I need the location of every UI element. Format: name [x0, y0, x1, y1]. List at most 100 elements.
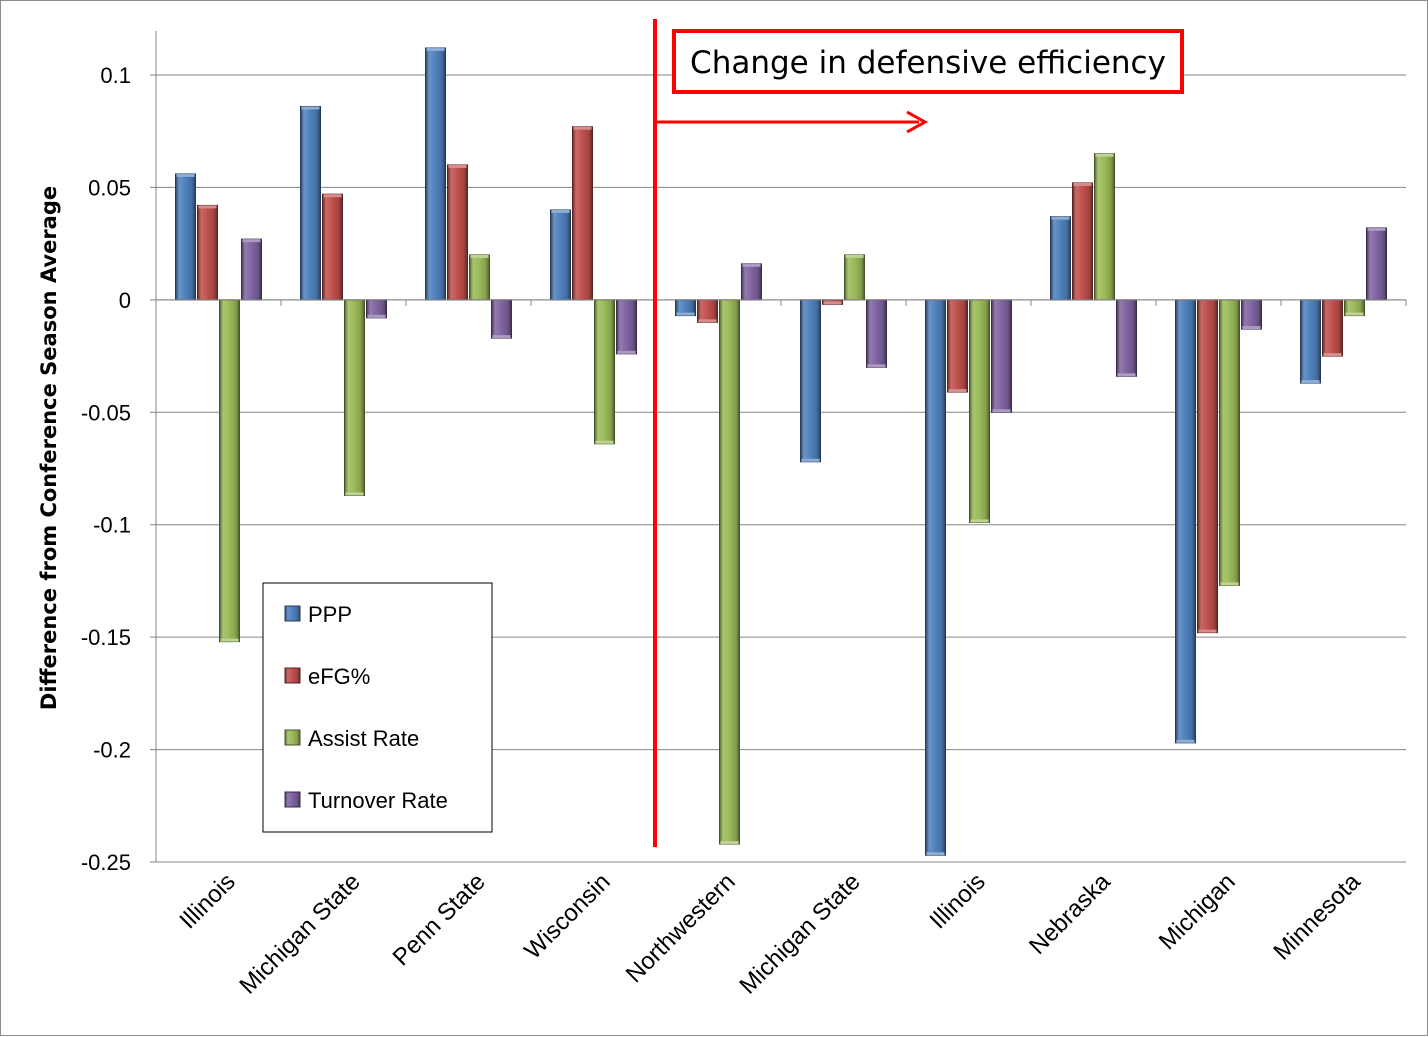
x-category-label: Illinois — [924, 868, 990, 934]
bar-cap — [1301, 380, 1320, 384]
bar-turnover-rate — [1366, 227, 1387, 301]
legend-swatch — [284, 791, 301, 808]
bar-cap — [492, 335, 511, 339]
bar-ppp — [425, 47, 446, 301]
bar-assist-rate — [469, 254, 490, 301]
bar-cap — [970, 519, 989, 523]
bar-efg- — [572, 126, 593, 301]
bar-cap — [698, 319, 717, 323]
bar-turnover-rate — [491, 299, 512, 339]
bar-cap — [867, 364, 886, 368]
x-category-label: Illinois — [174, 868, 240, 934]
legend-label: PPP — [308, 602, 352, 627]
arrow-head-icon — [906, 110, 929, 134]
bar-assist-rate — [844, 254, 865, 301]
y-tick-label: -0.15 — [81, 625, 131, 650]
bar-cap — [551, 209, 570, 213]
y-tick-label: -0.1 — [93, 513, 131, 538]
bar-cap — [323, 194, 342, 198]
x-category-label: Michigan State — [234, 868, 365, 999]
bar-efg- — [1322, 299, 1343, 357]
bar-cap — [1073, 182, 1092, 186]
annotation-text: Change in defensive efficiency — [690, 45, 1166, 81]
bar-efg- — [1072, 182, 1093, 301]
bar-cap — [742, 263, 761, 267]
bar-cap — [801, 458, 820, 462]
x-category-label: Michigan — [1154, 868, 1241, 955]
y-tick-label: 0 — [119, 288, 131, 313]
bar-cap — [367, 314, 386, 318]
legend-label: Turnover Rate — [308, 788, 448, 813]
bar-efg- — [447, 164, 468, 301]
bar-cap — [595, 440, 614, 444]
bar-cap — [1242, 326, 1261, 330]
bar-efg- — [322, 193, 343, 301]
bar-ppp — [925, 299, 946, 856]
bar-assist-rate — [719, 299, 740, 845]
bar-turnover-rate — [1241, 299, 1262, 330]
legend-swatch — [284, 729, 301, 746]
y-axis-title: Difference from Conference Season Averag… — [37, 186, 61, 710]
x-category-label: Nebraska — [1024, 868, 1116, 960]
bar-cap — [992, 409, 1011, 413]
bar-cap — [1220, 582, 1239, 586]
bar-cap — [198, 205, 217, 209]
bar-cap — [1198, 629, 1217, 633]
bar-cap — [1345, 312, 1364, 316]
bar-efg- — [947, 299, 968, 393]
bar-cap — [720, 841, 739, 845]
legend-swatch — [284, 667, 301, 684]
legend-label: eFG% — [308, 664, 370, 689]
x-category-label: Wisconsin — [519, 868, 615, 964]
annotation-box — [672, 29, 1184, 94]
bar-cap — [176, 173, 195, 177]
x-category-label: Northwestern — [621, 868, 741, 988]
x-category-label: Michigan State — [734, 868, 865, 999]
bar-cap — [617, 350, 636, 354]
bar-assist-rate — [219, 299, 240, 643]
bar-cap — [345, 492, 364, 496]
bar-turnover-rate — [741, 263, 762, 301]
bar-turnover-rate — [866, 299, 887, 368]
bar-cap — [845, 254, 864, 258]
bar-cap — [948, 389, 967, 393]
bar-cap — [1051, 216, 1070, 220]
bar-cap — [220, 638, 239, 642]
bar-cap — [470, 254, 489, 258]
bar-assist-rate — [1219, 299, 1240, 586]
bar-assist-rate — [969, 299, 990, 523]
bar-efg- — [1197, 299, 1218, 634]
bar-cap — [242, 239, 261, 243]
bar-cap — [1095, 153, 1114, 157]
bar-cap — [823, 301, 842, 305]
bar-ppp — [800, 299, 821, 463]
bar-cap — [1323, 353, 1342, 357]
annotation: Change in defensive efficiency — [653, 19, 1184, 847]
bar-cap — [573, 126, 592, 130]
bar-turnover-rate — [1116, 299, 1137, 377]
bar-efg- — [197, 204, 218, 301]
bar-assist-rate — [1094, 153, 1115, 301]
bar-turnover-rate — [991, 299, 1012, 413]
bar-assist-rate — [594, 299, 615, 445]
bar-cap — [676, 312, 695, 316]
bar-cap — [1117, 373, 1136, 377]
bar-cap — [1176, 739, 1195, 743]
legend-label: Assist Rate — [308, 726, 419, 751]
y-tick-label: 0.1 — [100, 63, 131, 88]
x-category-label: Penn State — [388, 868, 491, 971]
bar-cap — [926, 852, 945, 856]
bar-cap — [426, 48, 445, 52]
y-tick-label: -0.2 — [93, 738, 131, 763]
y-tick-label: -0.25 — [81, 850, 131, 875]
bar-assist-rate — [344, 299, 365, 496]
legend: PPP eFG% Assist Rate Turnover Rate — [262, 582, 493, 833]
bar-turnover-rate — [616, 299, 637, 355]
bar-efg- — [697, 299, 718, 323]
bar-turnover-rate — [241, 238, 262, 301]
bar-cap — [448, 164, 467, 168]
y-tick-label: 0.05 — [88, 175, 131, 200]
bar-ppp — [1300, 299, 1321, 384]
